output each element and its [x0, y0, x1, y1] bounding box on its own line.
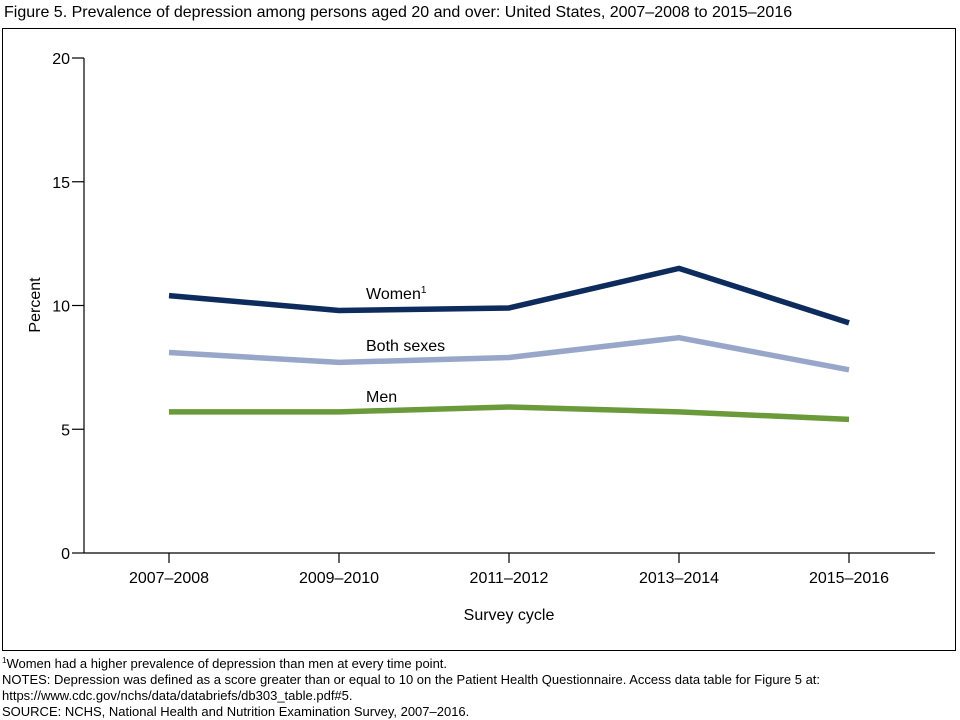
x-tick-label: 2009–2010: [299, 570, 379, 587]
footnote: 1Women had a higher prevalence of depres…: [2, 656, 447, 671]
series-label: Women1: [366, 285, 427, 303]
series-line: [168, 334, 850, 373]
chart-frame: [2, 28, 956, 651]
series-label-name: Women: [366, 286, 421, 303]
x-tick-label: 2013–2014: [639, 570, 719, 587]
series-line: [168, 265, 850, 326]
notes: NOTES: Depression was defined as a score…: [2, 672, 820, 719]
series-label: Both sexes: [366, 338, 445, 355]
chart-title: Figure 5. Prevalence of depression among…: [4, 4, 792, 21]
y-axis-label: Percent: [27, 277, 44, 333]
y-tick-label: 15: [52, 175, 70, 192]
series-label: Men: [366, 389, 397, 406]
series-label-name: Men: [366, 389, 397, 406]
y-tick-label: 20: [52, 51, 70, 68]
y-tick-label: 5: [61, 422, 70, 439]
y-tick-label: 0: [61, 546, 70, 563]
note-line: NOTES: Depression was defined as a score…: [2, 672, 820, 687]
note-line: https://www.cdc.gov/nchs/data/databriefs…: [2, 688, 353, 703]
y-tick-label: 10: [52, 299, 70, 316]
x-tick-label: 2015–2016: [809, 570, 889, 587]
note-line: SOURCE: NCHS, National Health and Nutrit…: [2, 704, 469, 719]
series-label-note: 1: [421, 285, 427, 296]
series-line: [169, 404, 850, 423]
footnote-marker: 1: [2, 656, 7, 665]
x-tick-label: 2007–2008: [129, 570, 209, 587]
footnote-text: Women had a higher prevalence of depress…: [6, 656, 447, 671]
x-tick-label: 2011–2012: [470, 570, 549, 587]
series-label-name: Both sexes: [366, 338, 445, 355]
x-axis-label: Survey cycle: [464, 607, 555, 624]
